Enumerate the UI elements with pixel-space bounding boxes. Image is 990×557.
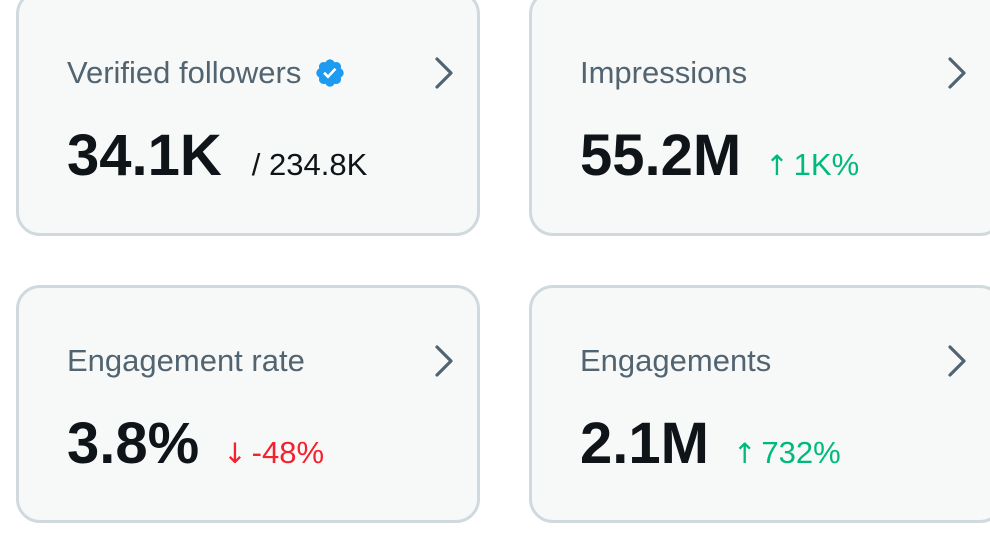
engagement-rate-card[interactable]: Engagement rate 3.8% ↓ -48% (16, 285, 480, 523)
card-header: Engagement rate (67, 341, 305, 381)
card-label: Engagement rate (67, 343, 305, 378)
engagements-card[interactable]: Engagements 2.1M ↑ 732% (529, 285, 990, 523)
chevron-right-icon[interactable] (433, 343, 455, 379)
arrow-up-icon: ↑ (765, 149, 789, 182)
metric-value: 34.1K (67, 123, 222, 188)
arrow-down-icon: ↓ (223, 437, 247, 470)
metric-value: 3.8% (67, 411, 200, 476)
verified-badge-icon (316, 59, 345, 87)
metric-row: 34.1K / 234.8K (67, 123, 367, 189)
metric-row: 2.1M ↑ 732% (580, 411, 841, 477)
metric-value: 2.1M (580, 411, 709, 476)
card-label: Verified followers (67, 55, 302, 90)
chevron-right-icon[interactable] (946, 55, 968, 91)
change-value: -48% (251, 435, 325, 470)
metric-row: 3.8% ↓ -48% (67, 411, 324, 477)
change-indicator: ↑ 732% (733, 435, 841, 471)
chevron-right-icon[interactable] (433, 55, 455, 91)
metric-value: 55.2M (580, 123, 742, 188)
change-value: 732% (761, 435, 841, 470)
card-header: Impressions (580, 53, 747, 93)
card-header: Engagements (580, 341, 771, 381)
impressions-card[interactable]: Impressions 55.2M ↑ 1K% (529, 0, 990, 236)
metric-total: / 234.8K (251, 147, 368, 182)
card-label: Engagements (580, 343, 772, 378)
card-label: Impressions (580, 55, 748, 90)
change-indicator: ↓ -48% (223, 435, 324, 471)
verified-followers-card[interactable]: Verified followers 34.1K / 234.8K (16, 0, 480, 236)
card-header: Verified followers (67, 53, 346, 93)
chevron-right-icon[interactable] (946, 343, 968, 379)
change-indicator: ↑ 1K% (765, 147, 859, 183)
metric-row: 55.2M ↑ 1K% (580, 123, 859, 189)
change-value: 1K% (793, 147, 860, 182)
arrow-up-icon: ↑ (732, 437, 757, 470)
